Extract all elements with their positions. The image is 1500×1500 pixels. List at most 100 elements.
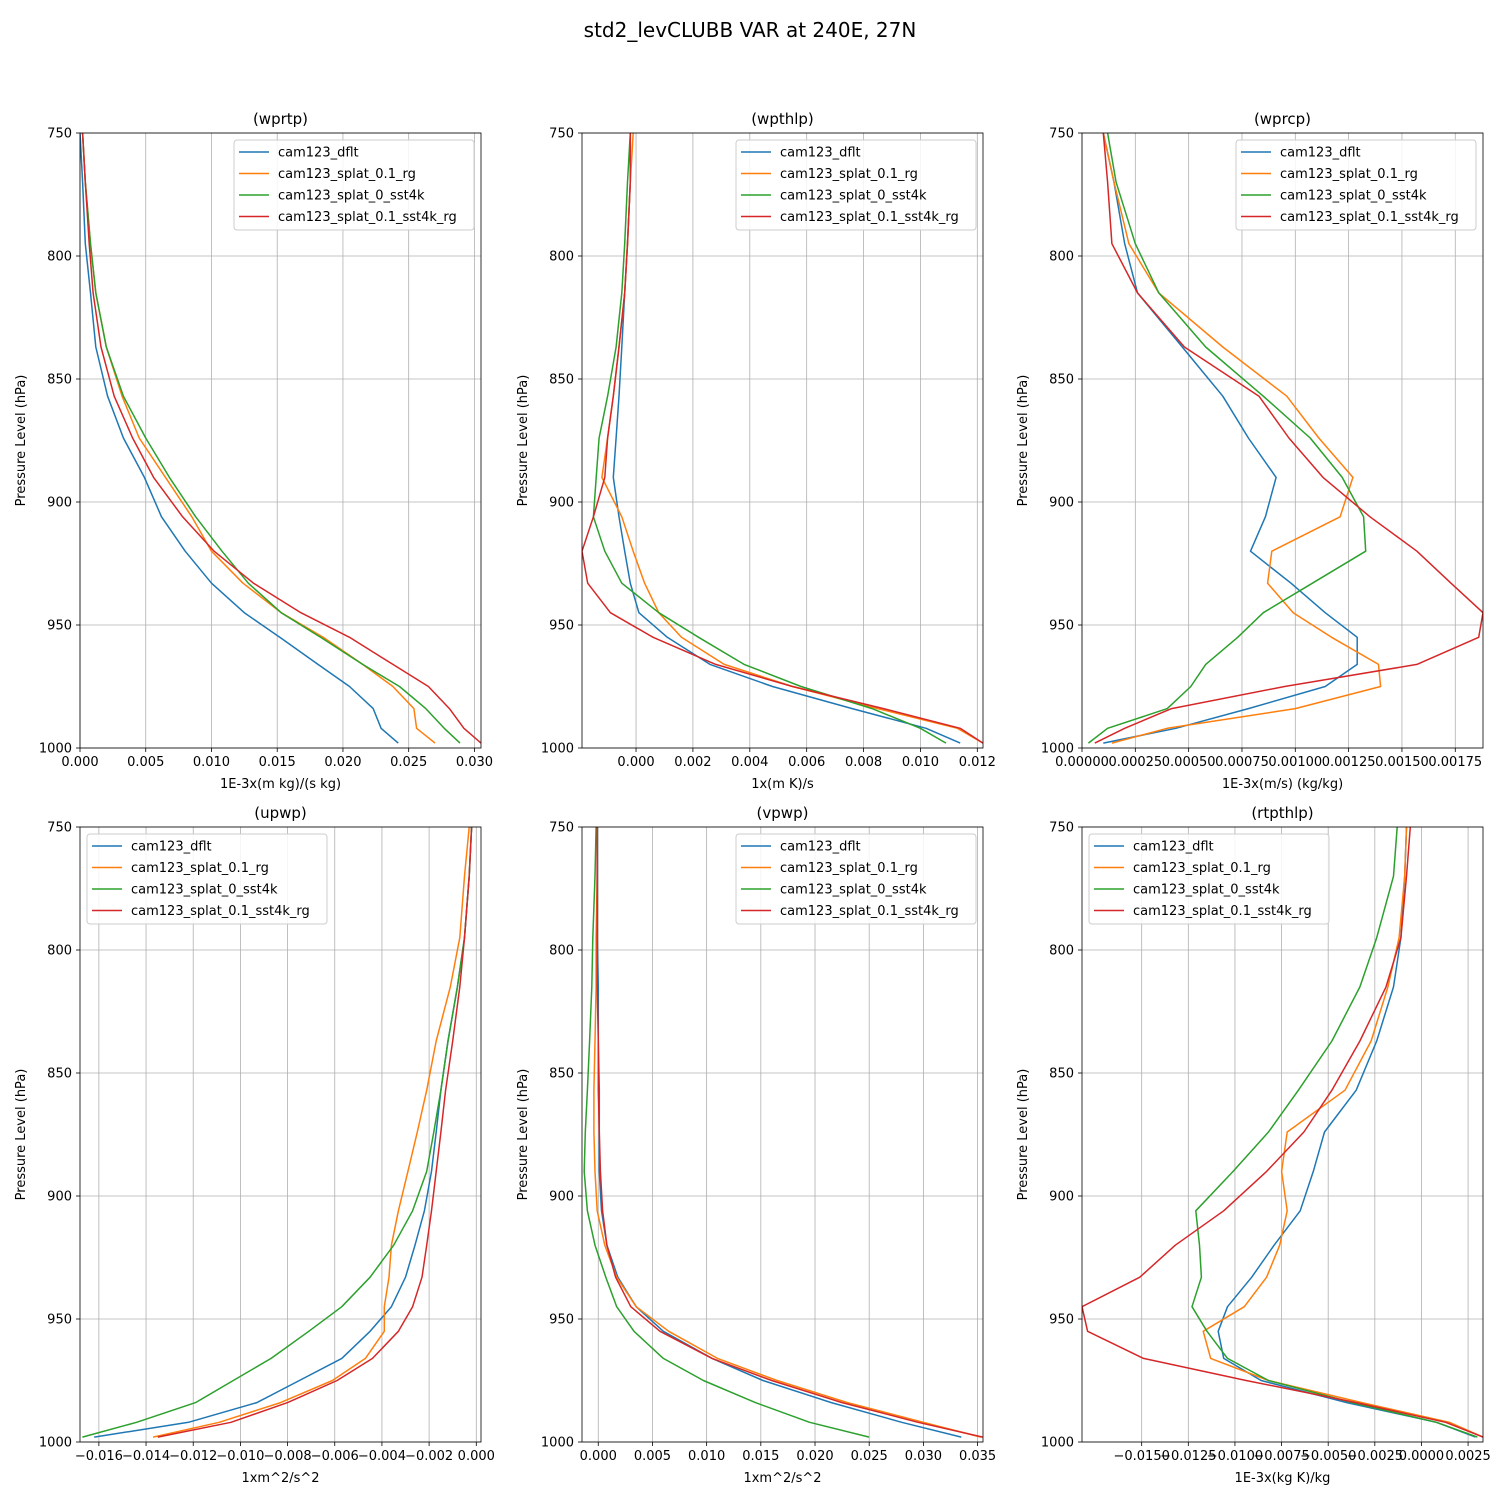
- series-lines: [1082, 827, 1483, 1438]
- y-tick-label: 750: [1049, 127, 1074, 142]
- legend-label: cam123_splat_0_sst4k: [278, 189, 425, 204]
- x-tick-label: 0.035: [959, 1449, 996, 1464]
- y-tick-label: 900: [1049, 1190, 1074, 1205]
- legend-label: cam123_splat_0.1_sst4k_rg: [1133, 904, 1312, 919]
- x-tick-label: 0.004: [731, 755, 768, 770]
- y-tick-label: 900: [549, 1190, 574, 1205]
- legend-label: cam123_splat_0.1_rg: [1133, 861, 1271, 876]
- subplot-title: (vpwp): [757, 804, 809, 822]
- legend-label: cam123_splat_0.1_sst4k_rg: [131, 904, 310, 919]
- series-lines: [583, 827, 983, 1438]
- x-tick-label: 0.0000: [1399, 1449, 1445, 1464]
- y-tick-label: 750: [549, 127, 574, 142]
- y-tick-label: 800: [47, 944, 72, 959]
- legend-box: [1088, 833, 1330, 925]
- y-axis-label: Pressure Level (hPa): [1016, 1069, 1031, 1201]
- legend-label: cam123_splat_0_sst4k: [780, 883, 927, 898]
- x-tick-label: −0.006: [311, 1449, 359, 1464]
- legend-label: cam123_splat_0.1_sst4k_rg: [780, 904, 959, 919]
- series-line-cam123_splat_0.1_sst4k_rg: [582, 133, 983, 744]
- series-line-cam123_splat_0.1_sst4k_rg: [1082, 827, 1483, 1438]
- x-tick-label: 0.002: [674, 755, 711, 770]
- x-tick-label: 0.010: [193, 755, 230, 770]
- axes-frame: [1081, 132, 1484, 749]
- legend-box: [1235, 139, 1477, 231]
- legend: cam123_dflt cam123_splat_0.1_rg cam123_spl…: [86, 833, 328, 925]
- y-tick-label: 750: [549, 821, 574, 836]
- x-tick-label: −0.002: [405, 1449, 453, 1464]
- legend-label: cam123_dflt: [131, 840, 212, 855]
- subplot-title: (wprcp): [1254, 110, 1311, 128]
- subplot-title: (wpthlp): [751, 110, 814, 128]
- axes-frame: [1081, 826, 1484, 1443]
- legend-label: cam123_splat_0.1_sst4k_rg: [1280, 210, 1459, 225]
- legend-box: [233, 139, 475, 231]
- legend-label: cam123_splat_0_sst4k: [1133, 883, 1280, 898]
- series-line-cam123_splat_0.1_sst4k_rg: [81, 133, 481, 744]
- x-tick-label: −0.0075: [1253, 1449, 1309, 1464]
- legend-label: cam123_splat_0.1_rg: [780, 861, 918, 876]
- x-tick-label: −0.0125: [1160, 1449, 1216, 1464]
- y-tick-label: 800: [549, 250, 574, 265]
- y-tick-label: 850: [47, 1067, 72, 1082]
- x-tick-label: −0.016: [75, 1449, 123, 1464]
- legend-label: cam123_splat_0.1_rg: [131, 861, 269, 876]
- x-tick-label: 0.012: [959, 755, 996, 770]
- series-lines: [82, 827, 473, 1438]
- x-tick-label: 0.00125: [1322, 755, 1376, 770]
- y-axis-label: Pressure Level (hPa): [1016, 375, 1031, 507]
- series-line-cam123_splat_0.1_sst4k_rg: [157, 827, 473, 1438]
- x-axis-label: 1E-3x(m/s) (kg/kg): [1222, 777, 1343, 792]
- x-tick-label: −0.014: [122, 1449, 170, 1464]
- legend-label: cam123_dflt: [780, 146, 861, 161]
- y-tick-label: 950: [1049, 1313, 1074, 1328]
- legend-label: cam123_splat_0_sst4k: [131, 883, 278, 898]
- y-axis-label: Pressure Level (hPa): [14, 1069, 29, 1201]
- x-axis-label: 1x(m K)/s: [751, 777, 814, 792]
- x-tick-label: 0.025: [851, 1449, 888, 1464]
- x-tick-label: 0.000: [61, 755, 98, 770]
- x-tick-label: 0.000: [617, 755, 654, 770]
- x-tick-label: 0.00025: [1108, 755, 1162, 770]
- legend: cam123_dflt cam123_splat_0.1_rg cam123_spl…: [735, 139, 977, 231]
- x-tick-label: 0.030: [456, 755, 493, 770]
- series-line-cam123_splat_0.1_sst4k_rg: [1094, 133, 1483, 744]
- x-tick-label: 0.0025: [1445, 1449, 1491, 1464]
- x-tick-label: −0.010: [216, 1449, 264, 1464]
- y-tick-label: 750: [47, 821, 72, 836]
- subplot-1: 0.000 0.002 0.004 0.006 0.008 0.010 0.012 750 80…: [516, 110, 996, 792]
- y-tick-label: 950: [549, 1313, 574, 1328]
- legend-box: [735, 139, 977, 231]
- y-axis-label: Pressure Level (hPa): [516, 1069, 531, 1201]
- y-tick-label: 900: [549, 496, 574, 511]
- axes-frame: [581, 826, 984, 1443]
- x-tick-label: 0.006: [788, 755, 825, 770]
- series-line-cam123_splat_0.1_rg: [152, 827, 470, 1438]
- legend-label: cam123_dflt: [1280, 146, 1361, 161]
- y-tick-label: 800: [549, 944, 574, 959]
- x-tick-label: −0.012: [169, 1449, 217, 1464]
- x-tick-label: −0.0025: [1347, 1449, 1403, 1464]
- axes-frame: [79, 132, 482, 749]
- legend: cam123_dflt cam123_splat_0.1_rg cam123_spl…: [1088, 833, 1330, 925]
- series-line-cam123_splat_0_sst4k: [81, 133, 461, 744]
- y-tick-label: 850: [1049, 1067, 1074, 1082]
- legend-label: cam123_dflt: [780, 840, 861, 855]
- legend-label: cam123_dflt: [1133, 840, 1214, 855]
- x-tick-label: 0.020: [324, 755, 361, 770]
- legend-label: cam123_splat_0.1_rg: [1280, 167, 1418, 182]
- series-line-cam123_splat_0_sst4k: [1191, 827, 1478, 1438]
- y-axis-label: Pressure Level (hPa): [516, 375, 531, 507]
- legend: cam123_dflt cam123_splat_0.1_rg cam123_spl…: [233, 139, 475, 231]
- x-axis-label: 1xm^2/s^2: [743, 1471, 821, 1486]
- y-tick-label: 900: [47, 496, 72, 511]
- series-line-cam123_dflt: [1102, 133, 1358, 744]
- x-tick-label: 0.010: [902, 755, 939, 770]
- x-tick-label: 0.030: [905, 1449, 942, 1464]
- y-tick-label: 900: [1049, 496, 1074, 511]
- legend-label: cam123_splat_0_sst4k: [1280, 189, 1427, 204]
- x-tick-label: 0.020: [796, 1449, 833, 1464]
- x-tick-label: 0.000: [458, 1449, 495, 1464]
- x-tick-label: 0.00100: [1268, 755, 1322, 770]
